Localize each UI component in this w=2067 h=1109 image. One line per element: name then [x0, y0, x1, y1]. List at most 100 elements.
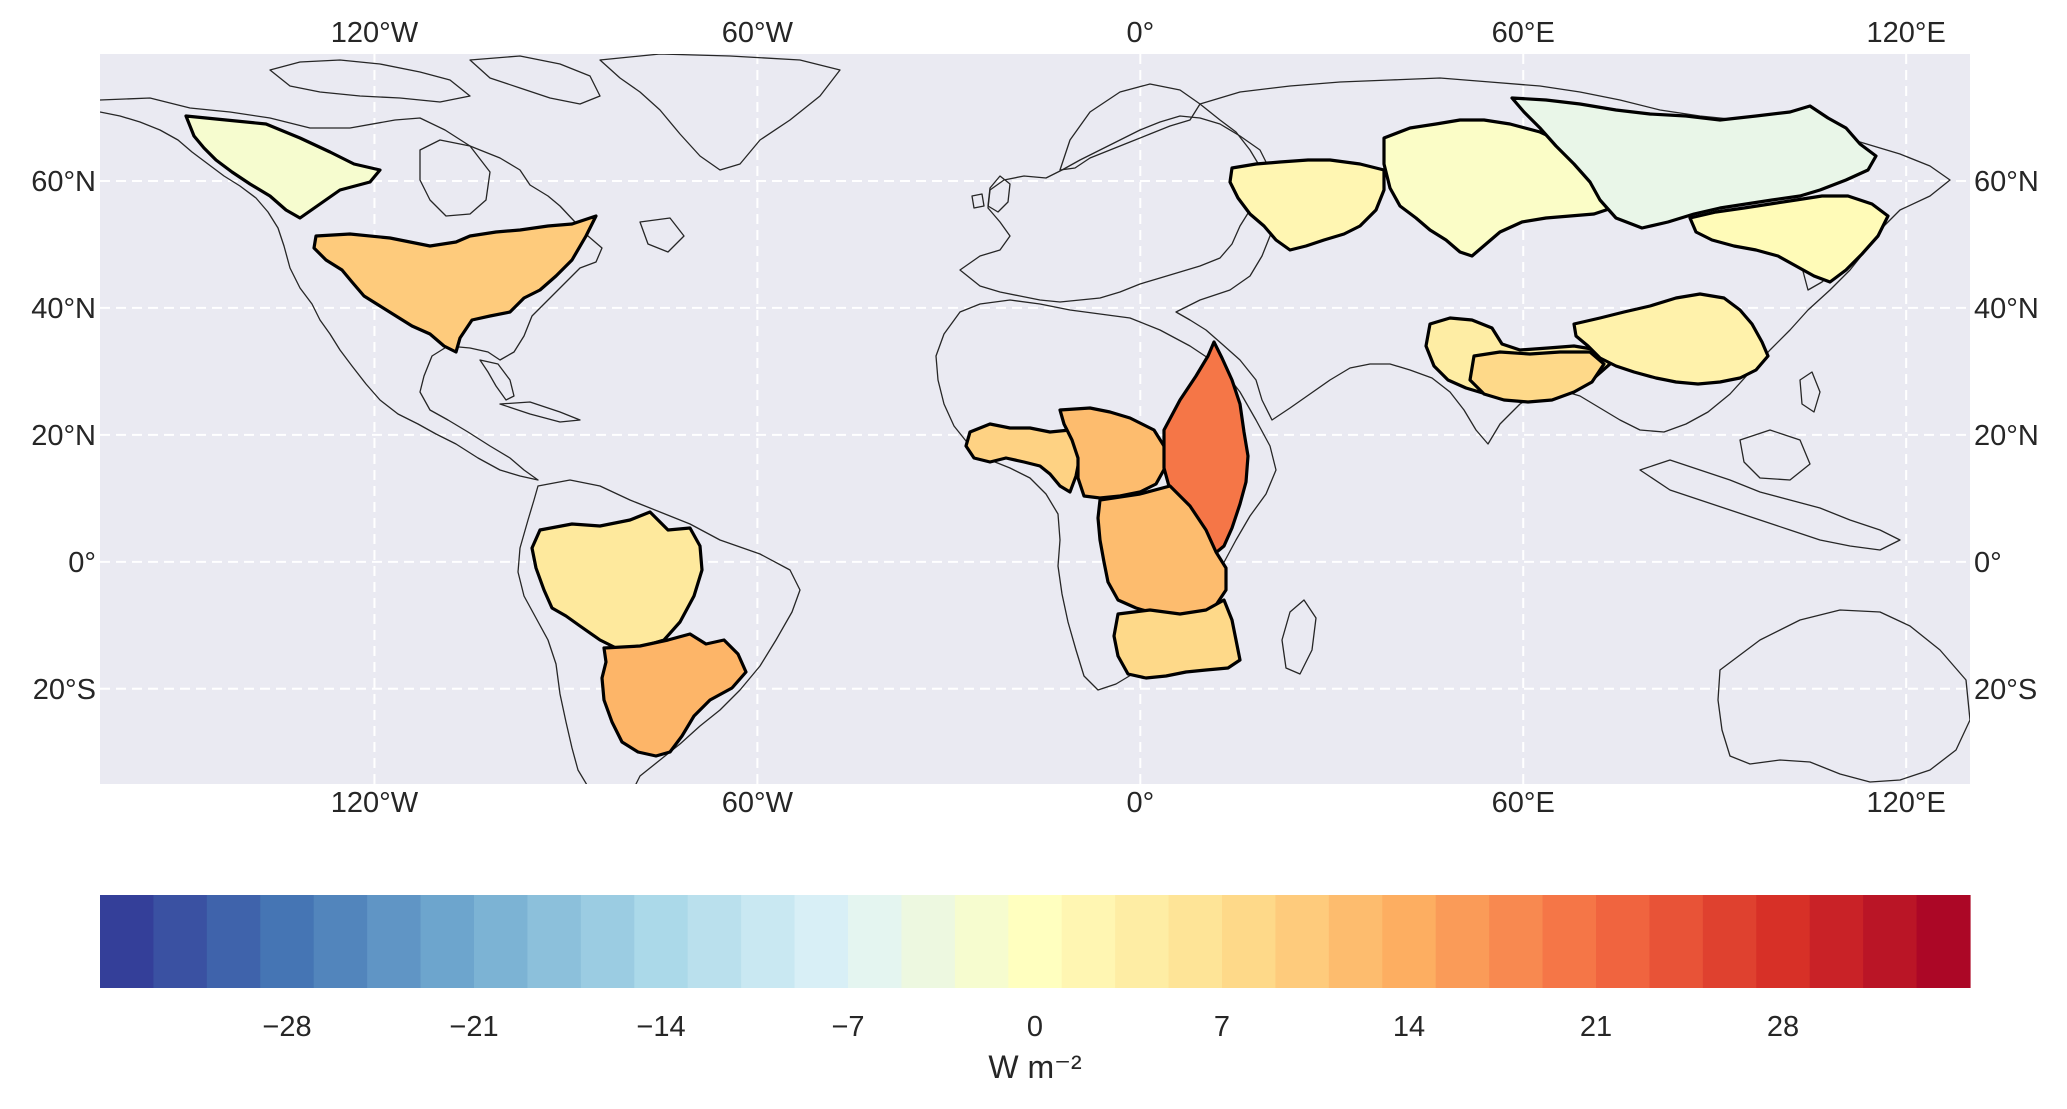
colorbar-block — [420, 895, 475, 988]
longitude-label: 120°W — [331, 17, 419, 49]
colorbar-block — [100, 895, 155, 988]
coastline-newfoundland — [639, 217, 685, 253]
coastline-cuba — [499, 401, 581, 423]
coastline-britain — [971, 175, 1011, 213]
colorbar-tick-label: −14 — [636, 1011, 685, 1043]
colorbar-block — [1756, 895, 1811, 988]
colorbar-block — [1863, 895, 1918, 988]
colorbar-tick-label: 7 — [1214, 1011, 1230, 1043]
latitude-label: 0° — [68, 547, 96, 579]
region-west-africa — [964, 422, 1088, 494]
latitude-label: 60°N — [1974, 166, 2039, 198]
colorbar-block — [367, 895, 422, 988]
colorbar-block — [313, 895, 368, 988]
region-indus-ganges-basin — [1468, 350, 1606, 404]
longitude-label: 120°E — [1867, 17, 1946, 49]
colorbar-tick-label: 14 — [1393, 1011, 1425, 1043]
latitude-labels-left: 60°N 40°N 20°N 0° 20°S — [31, 166, 96, 706]
region-yenisei-lena-basin — [1510, 96, 1878, 230]
colorbar-block — [1328, 895, 1383, 988]
colorbar-block — [153, 895, 208, 988]
colorbar-block — [1702, 895, 1757, 988]
latitude-label: 20°N — [31, 420, 96, 452]
colorbar-block — [848, 895, 903, 988]
coastline-florida — [479, 359, 515, 401]
colorbar-tick-label: −21 — [449, 1011, 498, 1043]
colorbar-block — [1916, 895, 1971, 988]
region-zambezi-basin — [1112, 598, 1242, 680]
colorbar-block — [794, 895, 849, 988]
region-amazon-basin — [530, 510, 704, 652]
colorbar-block — [474, 895, 529, 988]
coastline-europe — [959, 115, 1271, 303]
latitude-label: 20°N — [1974, 420, 2039, 452]
map-panel: 120°W 60°W 0° 60°E 120°E 120°W 60°W 0° 60°E 120°… — [31, 17, 2039, 819]
coastline-hudson — [419, 139, 491, 217]
regions-layer — [184, 96, 1890, 758]
colorbar-block — [206, 895, 261, 988]
coastline-madagascar — [1281, 599, 1317, 675]
longitude-labels-top: 120°W 60°W 0° 60°E 120°E — [331, 17, 1946, 49]
colorbar-tick-label: 28 — [1767, 1011, 1799, 1043]
colorbar-block — [1382, 895, 1437, 988]
colorbar-block — [1008, 895, 1063, 988]
colorbar-block — [954, 895, 1009, 988]
coastline-southeast-asia — [1639, 459, 1901, 551]
colorbar-tick-label: −7 — [831, 1011, 864, 1043]
region-mississippi-basin — [312, 214, 598, 354]
longitude-label: 60°W — [722, 787, 794, 819]
latitude-label: 0° — [1974, 547, 2002, 579]
latitude-label: 40°N — [1974, 293, 2039, 325]
colorbar-block — [1061, 895, 1116, 988]
colorbar-block — [634, 895, 689, 988]
longitude-label: 60°W — [722, 17, 794, 49]
colorbar-block — [1809, 895, 1864, 988]
colorbar-block — [1168, 895, 1223, 988]
latitude-label: 60°N — [31, 166, 96, 198]
colorbar-block — [901, 895, 956, 988]
coastline-arctic-islands — [269, 55, 601, 105]
colorbar-block — [687, 895, 742, 988]
colorbar-block — [260, 895, 315, 988]
region-amur-basin — [1688, 194, 1890, 284]
colorbar-block — [741, 895, 796, 988]
colorbar-tick-label: 21 — [1580, 1011, 1612, 1043]
colorbar-ticks: −28 −21 −14 −7 0 7 14 21 28 — [262, 1011, 1799, 1043]
coastline-north-america — [100, 97, 603, 481]
colorbar-block — [1435, 895, 1490, 988]
colorbar-block — [527, 895, 582, 988]
longitude-label: 0° — [1126, 17, 1154, 49]
longitude-labels-bottom: 120°W 60°W 0° 60°E 120°E — [331, 787, 1946, 819]
region-northwest-canada — [184, 114, 382, 220]
longitude-label: 0° — [1126, 787, 1154, 819]
latitude-label: 40°N — [31, 293, 96, 325]
latitude-label: 20°S — [1974, 674, 2037, 706]
coastline-australia — [1717, 609, 1970, 783]
colorbar-block — [1489, 895, 1544, 988]
colorbar-block — [1542, 895, 1597, 988]
colorbar-block — [1115, 895, 1170, 988]
longitude-label: 60°E — [1492, 17, 1555, 49]
colorbar-tick-label: −28 — [262, 1011, 311, 1043]
coastline-south-america — [517, 479, 801, 784]
colorbar-block — [1275, 895, 1330, 988]
colorbar-tick-label: 0 — [1027, 1011, 1043, 1043]
region-lake-chad-basin — [1058, 406, 1168, 500]
colorbar-blocks — [100, 895, 1971, 988]
colorbar-block — [1222, 895, 1277, 988]
longitude-label: 120°E — [1867, 787, 1946, 819]
coastline-philippines — [1799, 371, 1821, 413]
colorbar-block — [1596, 895, 1651, 988]
region-ob-basin — [1382, 118, 1622, 258]
region-volga-basin — [1228, 158, 1386, 252]
latitude-label: 20°S — [33, 674, 96, 706]
coastline-borneo — [1739, 429, 1811, 481]
coastline-scandinavia — [1059, 83, 1201, 171]
region-parana-basin — [600, 632, 748, 758]
coastline-greenland — [599, 54, 841, 171]
region-yellow-yangtze-basin — [1572, 292, 1770, 386]
colorbar-unit-label: W m⁻² — [988, 1049, 1082, 1085]
colorbar: −28 −21 −14 −7 0 7 14 21 28 W m⁻² — [100, 895, 1971, 1085]
colorbar-block — [1649, 895, 1704, 988]
